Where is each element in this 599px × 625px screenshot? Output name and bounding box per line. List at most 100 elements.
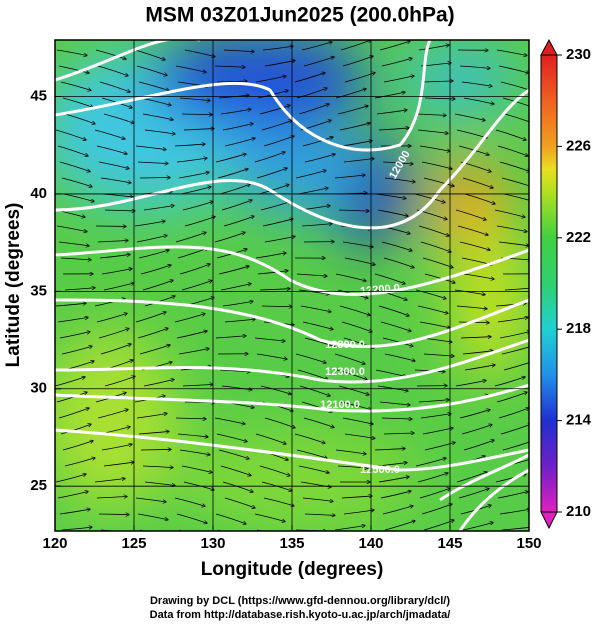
streamline [104, 376, 135, 387]
chart-title: MSM 03Z01Jun2025 (200.0hPa) [145, 4, 454, 27]
streamline [178, 349, 209, 355]
contour-label: 12300.0 [325, 339, 365, 351]
streamline [255, 76, 286, 83]
streamline [94, 129, 125, 139]
streamline [497, 492, 528, 499]
streamline [340, 401, 371, 410]
streamline [259, 465, 290, 476]
streamline [184, 49, 215, 57]
streamline [136, 65, 167, 75]
streamline [221, 385, 252, 390]
streamline [222, 124, 253, 131]
streamline [220, 109, 251, 115]
x-tick-label: 145 [437, 535, 462, 552]
streamline [296, 273, 327, 276]
streamline [415, 289, 446, 299]
streamline [423, 353, 454, 356]
streamline [55, 474, 86, 483]
streamline [176, 158, 207, 163]
streamline [100, 529, 131, 531]
streamline [101, 444, 132, 451]
streamline [62, 97, 93, 107]
streamline [295, 353, 326, 363]
streamline [254, 337, 285, 341]
streamline [100, 177, 131, 183]
streamline [415, 114, 446, 115]
streamline [335, 273, 366, 281]
streamline [421, 161, 452, 169]
streamline [99, 81, 130, 92]
streamline [100, 344, 131, 355]
streamline [64, 288, 95, 291]
colorbar [540, 54, 558, 513]
streamline [295, 170, 326, 179]
streamline [94, 299, 125, 307]
streamline [463, 273, 494, 279]
streamline [501, 177, 529, 187]
streamline [495, 129, 526, 140]
streamline [97, 65, 128, 76]
streamline [461, 425, 492, 435]
streamline [339, 123, 370, 131]
streamline [64, 458, 95, 467]
streamline [174, 497, 205, 506]
streamline [415, 458, 446, 467]
x-tick-label: 150 [516, 535, 541, 552]
streamline [501, 346, 529, 355]
streamline [378, 305, 409, 316]
x-axis-label: Longitude (degrees) [201, 559, 384, 580]
streamline [504, 287, 529, 291]
streamline [175, 65, 206, 72]
streamline [96, 497, 127, 498]
streamline [261, 120, 292, 131]
contour-label: 12300.0 [325, 366, 365, 378]
streamline [55, 129, 86, 140]
streamline [258, 185, 289, 195]
streamline [381, 241, 412, 251]
streamline [136, 413, 167, 419]
x-tick-label: 135 [279, 535, 304, 552]
streamline [55, 377, 85, 387]
contours [55, 40, 529, 531]
streamline [417, 473, 448, 483]
streamline [64, 113, 95, 124]
streamline [300, 481, 331, 487]
streamline [499, 161, 529, 172]
colorbar-tick-label: 214 [566, 412, 592, 429]
streamline [56, 49, 87, 56]
streamline [376, 463, 407, 467]
streamline [134, 49, 165, 60]
streamline [457, 225, 488, 235]
streamline [462, 177, 493, 188]
streamline [461, 81, 492, 86]
streamline [335, 89, 366, 99]
streamline [423, 520, 454, 531]
streamline [98, 161, 129, 169]
x-tick-label: 120 [42, 535, 67, 552]
streamline [216, 81, 247, 82]
streamline [59, 161, 90, 172]
streamline [458, 488, 489, 499]
streamline [456, 472, 487, 483]
streamline [214, 232, 245, 243]
streamline [341, 141, 372, 147]
streamline [96, 145, 127, 154]
streamline [138, 250, 169, 259]
streamline [98, 514, 129, 515]
streamline [180, 187, 211, 195]
streamline [463, 97, 494, 104]
streamline [304, 337, 335, 347]
streamline [255, 253, 286, 259]
streamline [143, 206, 174, 211]
streamline [294, 433, 325, 443]
streamline [424, 98, 455, 99]
y-tick-label: 45 [30, 87, 47, 104]
streamline [454, 289, 485, 295]
streamline [217, 169, 248, 179]
streamline [418, 400, 449, 403]
streamline [298, 104, 329, 115]
streamline [419, 145, 450, 151]
streamline [302, 321, 333, 329]
streamline [340, 40, 371, 51]
streamline [184, 217, 215, 227]
